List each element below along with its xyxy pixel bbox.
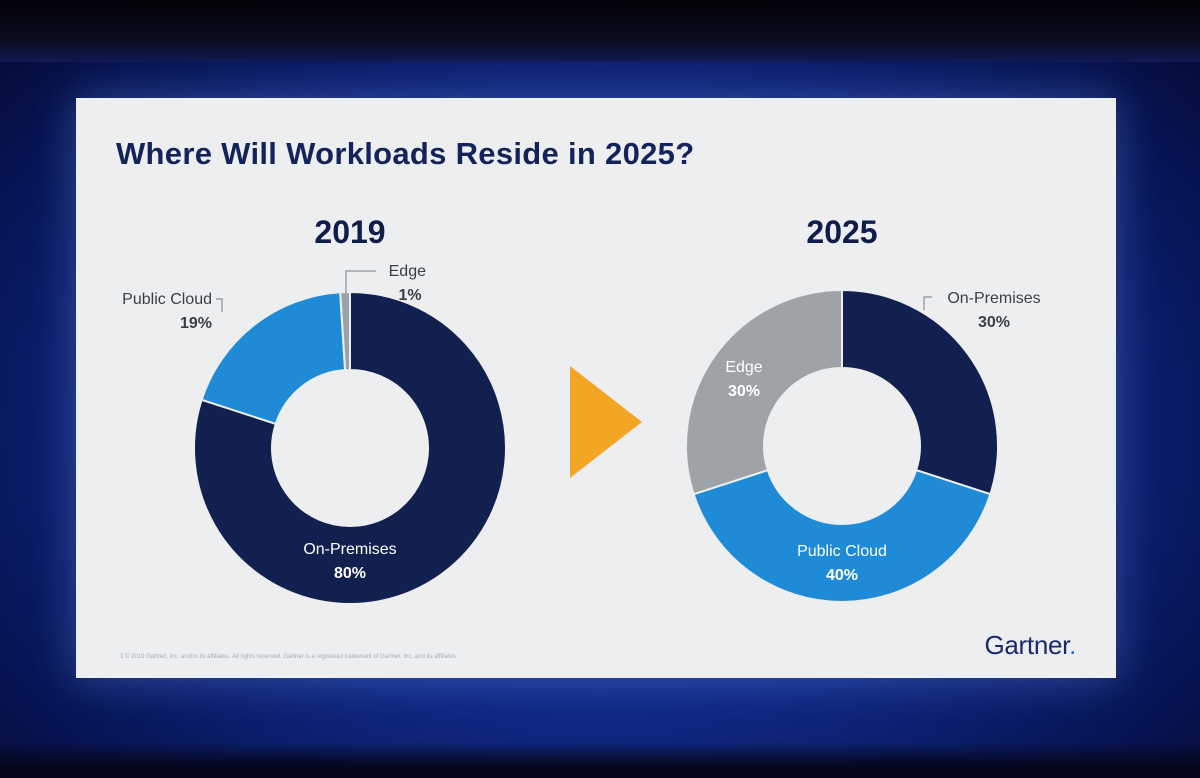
leader-line-2025-on-premises <box>923 296 932 310</box>
slice-2019-edge <box>339 290 351 372</box>
leader-line-2019-edge <box>345 270 376 296</box>
logo-text: Gartner <box>984 630 1070 660</box>
logo-dot: . <box>1069 630 1076 660</box>
transition-arrow-icon <box>570 366 642 478</box>
audience-silhouettes <box>0 742 1200 778</box>
donut-charts: On-Premises 80% Public Cloud 19% Edge 1% On-P… <box>122 263 1041 605</box>
leader-line-2019-public-cloud <box>216 298 223 312</box>
value-label-2025-on-premises: 30% <box>978 314 1010 331</box>
label-2025-on-premises: On-Premises <box>947 290 1040 307</box>
donut-chart-2019: On-Premises 80% Public Cloud 19% Edge 1% <box>122 263 507 605</box>
chart-2025-title: 2025 <box>806 214 878 250</box>
slice-2025-on-premises <box>841 288 999 496</box>
chart-2019-title: 2019 <box>314 214 386 250</box>
slice-2025-edge <box>685 288 843 496</box>
value-label-2019-on-premises: 80% <box>334 565 366 582</box>
slice-2019-public-cloud <box>200 291 347 426</box>
value-label-2025-public-cloud: 40% <box>826 567 858 584</box>
slice-2025-public-cloud <box>692 468 992 604</box>
venue-ceiling <box>0 0 1200 62</box>
label-2019-public-cloud: Public Cloud <box>122 291 212 308</box>
slide-title: Where Will Workloads Reside in 2025? <box>116 136 695 171</box>
value-label-2019-public-cloud: 19% <box>180 315 212 332</box>
label-2019-on-premises: On-Premises <box>303 541 396 558</box>
label-2019-edge: Edge <box>389 263 426 280</box>
presentation-slide: Where Will Workloads Reside in 2025? 201… <box>76 98 1116 678</box>
donut-chart-2025: On-Premises 30% Public Cloud 40% Edge 30% <box>685 288 1041 604</box>
value-label-2025-edge: 30% <box>728 383 760 400</box>
slice-2019-on-premises <box>193 290 507 605</box>
label-2025-public-cloud: Public Cloud <box>797 543 887 560</box>
copyright-footnote: 3 © 2019 Gartner, Inc. and/or its affili… <box>120 654 458 660</box>
value-label-2019-edge: 1% <box>398 287 421 304</box>
gartner-logo: Gartner. <box>984 630 1076 661</box>
label-2025-edge: Edge <box>725 359 762 376</box>
